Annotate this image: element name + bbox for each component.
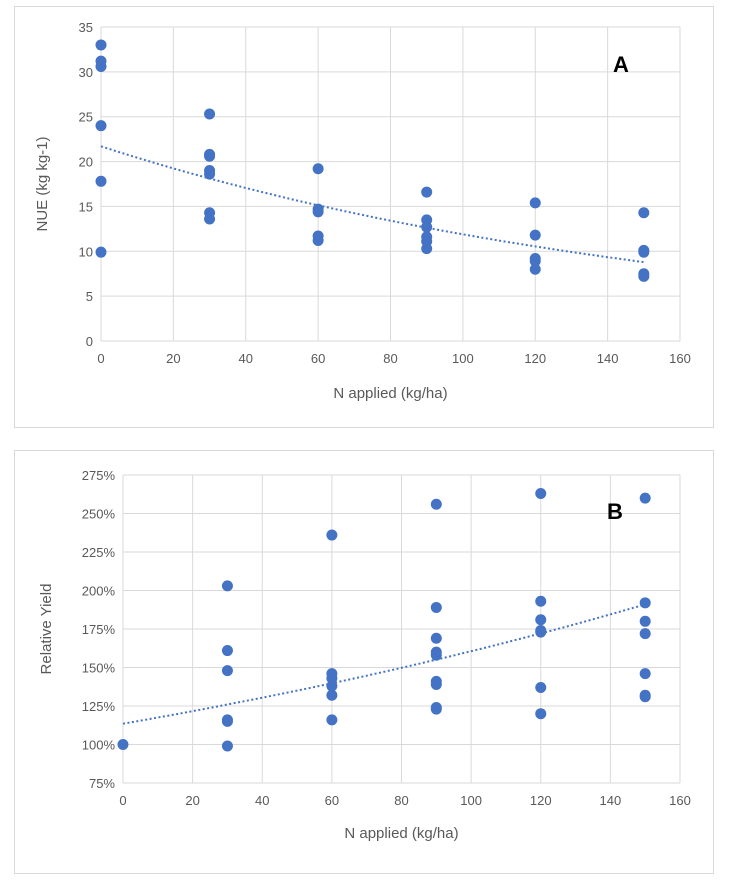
y-tick-label: 275% xyxy=(82,468,116,483)
data-point xyxy=(421,243,433,255)
data-point xyxy=(529,197,541,209)
x-tick-label: 140 xyxy=(600,793,622,808)
x-tick-label: 40 xyxy=(239,351,253,366)
y-tick-label: 15 xyxy=(79,199,93,214)
y-tick-label: 200% xyxy=(82,584,116,599)
data-point xyxy=(95,246,107,258)
data-point xyxy=(639,492,651,504)
x-tick-label: 60 xyxy=(325,793,339,808)
data-point xyxy=(95,120,107,132)
data-point xyxy=(535,595,547,607)
data-point xyxy=(326,672,338,684)
data-point xyxy=(421,186,433,198)
y-tick-label: 225% xyxy=(82,545,116,560)
data-point xyxy=(430,649,442,661)
data-point xyxy=(430,678,442,690)
data-point xyxy=(312,206,324,218)
x-tick-label: 140 xyxy=(597,351,619,366)
x-tick-label: 160 xyxy=(669,351,691,366)
data-point xyxy=(430,601,442,613)
data-point xyxy=(639,597,651,609)
data-point xyxy=(638,246,650,258)
y-tick-label: 5 xyxy=(86,289,93,304)
data-point xyxy=(535,708,547,720)
trendline xyxy=(122,603,646,725)
chart-panel-b: 0 20 40 60 80 100 120 140 160 75% 100% 125% 150% 175%… xyxy=(14,450,714,874)
data-point xyxy=(529,263,541,275)
y-tick-label: 10 xyxy=(79,244,93,259)
data-point xyxy=(221,740,233,752)
x-tick-label: 0 xyxy=(119,793,126,808)
x-tick-label: 0 xyxy=(97,351,104,366)
data-point xyxy=(221,665,233,677)
y-tick-label: 25 xyxy=(79,110,93,125)
x-tick-label: 20 xyxy=(185,793,199,808)
data-point xyxy=(326,529,338,541)
trendline xyxy=(100,145,644,264)
data-point xyxy=(95,60,107,72)
panel-label: B xyxy=(607,499,623,524)
y-tick-label: 0 xyxy=(86,334,93,349)
data-point xyxy=(535,487,547,499)
data-point xyxy=(95,175,107,187)
chart-panel-a: 0 20 40 60 80 100 120 140 160 0 5 10 15 20 25 30 35 N app… xyxy=(14,6,714,428)
y-tick-label: 20 xyxy=(79,155,93,170)
data-point xyxy=(535,614,547,626)
y-axis-label: NUE (kg kg-1) xyxy=(34,136,51,231)
data-point xyxy=(204,213,216,225)
x-axis-label: N applied (kg/ha) xyxy=(344,825,458,842)
data-point xyxy=(529,229,541,241)
data-point xyxy=(204,108,216,120)
data-point xyxy=(430,703,442,715)
data-point xyxy=(204,168,216,180)
data-point xyxy=(529,255,541,267)
data-point xyxy=(535,682,547,694)
nue-scatter-chart: 0 20 40 60 80 100 120 140 160 0 5 10 15 20 25 30 35 N app… xyxy=(34,20,691,402)
y-tick-label: 30 xyxy=(79,65,93,80)
y-axis-label: Relative Yield xyxy=(38,584,55,675)
data-point xyxy=(312,163,324,175)
data-point xyxy=(312,235,324,247)
y-tick-label: 250% xyxy=(82,507,116,522)
data-point xyxy=(639,668,651,680)
x-tick-label: 60 xyxy=(311,351,325,366)
y-tick-label: 35 xyxy=(79,20,93,35)
x-tick-label: 100 xyxy=(452,351,474,366)
data-point xyxy=(221,645,233,657)
data-point xyxy=(638,207,650,219)
data-point xyxy=(639,691,651,703)
data-point xyxy=(326,680,338,692)
data-point xyxy=(326,689,338,701)
data-point xyxy=(421,221,433,233)
relative-yield-scatter-chart: 0 20 40 60 80 100 120 140 160 75% 100% 125% 150% 175%… xyxy=(38,468,691,842)
x-tick-label: 80 xyxy=(383,351,397,366)
data-point xyxy=(535,626,547,638)
data-point xyxy=(638,270,650,282)
y-tick-label: 75% xyxy=(89,776,115,791)
data-point xyxy=(430,498,442,510)
data-point xyxy=(326,714,338,726)
data-point xyxy=(430,632,442,644)
x-tick-label: 120 xyxy=(524,351,546,366)
data-point xyxy=(639,615,651,627)
x-tick-label: 160 xyxy=(669,793,691,808)
y-tick-label: 100% xyxy=(82,738,116,753)
y-tick-label: 150% xyxy=(82,661,116,676)
x-tick-label: 40 xyxy=(255,793,269,808)
x-tick-label: 120 xyxy=(530,793,552,808)
data-point xyxy=(117,739,129,750)
x-tick-label: 20 xyxy=(166,351,180,366)
panel-label: A xyxy=(613,52,629,77)
y-tick-label: 175% xyxy=(82,622,116,637)
x-axis-label: N applied (kg/ha) xyxy=(333,385,447,402)
data-point xyxy=(221,580,233,592)
data-point xyxy=(639,628,651,640)
data-point xyxy=(221,715,233,727)
x-tick-label: 80 xyxy=(394,793,408,808)
y-tick-label: 125% xyxy=(82,699,116,714)
data-point xyxy=(204,150,216,162)
data-point xyxy=(95,39,107,51)
x-tick-label: 100 xyxy=(460,793,482,808)
